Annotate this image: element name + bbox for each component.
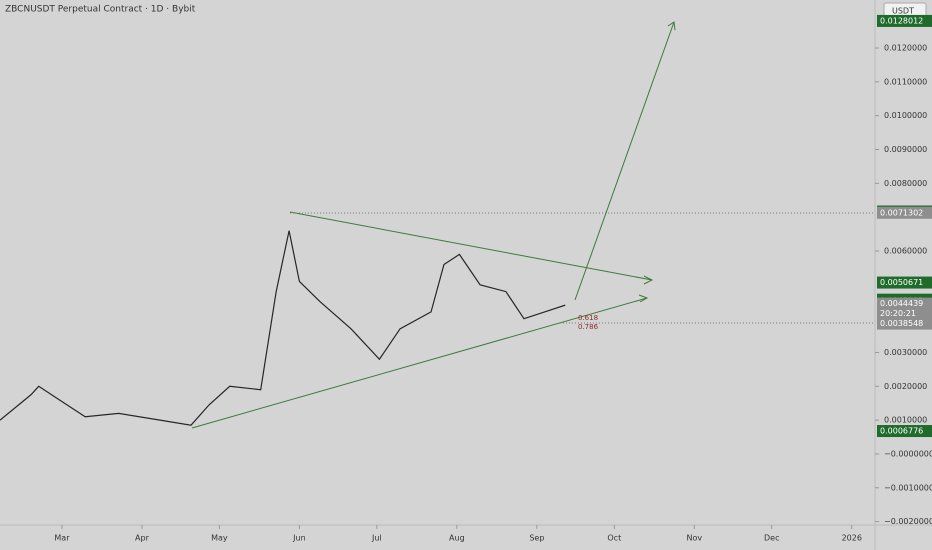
price-label-box: [877, 425, 932, 438]
x-tick-label: 2026: [842, 534, 862, 543]
arrow-head: [643, 275, 654, 285]
y-tick-label: 0.0110000: [884, 77, 927, 86]
price-label-box: [877, 297, 932, 320]
y-tick-label: 0.0060000: [884, 246, 927, 255]
fib-label: 0.618: [578, 314, 598, 322]
x-tick-label: Jun: [292, 534, 306, 543]
arrow-head: [667, 21, 676, 31]
y-tick-label: −0.0010000: [884, 483, 932, 492]
x-tick-label: Mar: [54, 534, 70, 543]
price-label-box: [877, 317, 932, 330]
projection-arrow: [574, 21, 675, 301]
y-tick-label: 0.0080000: [884, 179, 927, 188]
x-tick-label: Dec: [764, 534, 779, 543]
fib-label: 0.786: [578, 323, 599, 331]
x-tick-label: Apr: [135, 534, 150, 543]
y-tick-label: 0.0120000: [884, 44, 927, 53]
drawings: [191, 21, 676, 429]
arrow-head: [638, 294, 649, 303]
x-tick-label: May: [211, 534, 228, 543]
price-line: [0, 230, 566, 426]
x-tick-label: Sep: [529, 534, 544, 543]
y-tick-label: 0.0090000: [884, 145, 927, 154]
currency[interactable]: USDT: [892, 7, 914, 16]
price-label: 0.0038548: [880, 319, 923, 328]
y-tick-label: 0.0010000: [884, 416, 927, 425]
price-label: 0.0044439: [880, 299, 923, 308]
price-label-box: [877, 206, 932, 219]
y-tick-label: 0.0030000: [884, 348, 927, 357]
trendline: [289, 211, 653, 281]
x-tick-label: Oct: [607, 534, 621, 543]
price-label: 0.0071302: [880, 208, 923, 217]
x-tick-label: Jul: [371, 534, 382, 543]
price-label: 0.0006776: [880, 427, 923, 436]
y-tick-label: 0.0020000: [884, 382, 927, 391]
y-tick-label: −0.0000000: [884, 449, 932, 458]
x-tick-label: Nov: [687, 534, 703, 543]
price-label: 0.0128012: [880, 16, 923, 25]
trendline: [191, 297, 648, 429]
x-tick-label: Aug: [449, 534, 465, 543]
price-label-box: [877, 14, 932, 27]
y-tick-label: 0.0100000: [884, 111, 927, 120]
price-label: 0.0050671: [880, 278, 923, 287]
countdown: 20:20:21: [880, 309, 916, 318]
y-tick-label: −0.0020000: [884, 517, 932, 526]
price-label-box: [877, 276, 932, 289]
chart-title: ZBCNUSDT Perpetual Contract · 1D · Bybit: [5, 5, 196, 15]
